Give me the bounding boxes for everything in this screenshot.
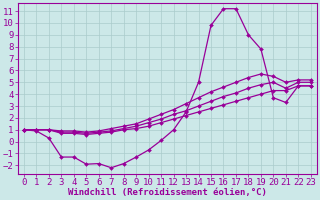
- X-axis label: Windchill (Refroidissement éolien,°C): Windchill (Refroidissement éolien,°C): [68, 188, 267, 197]
